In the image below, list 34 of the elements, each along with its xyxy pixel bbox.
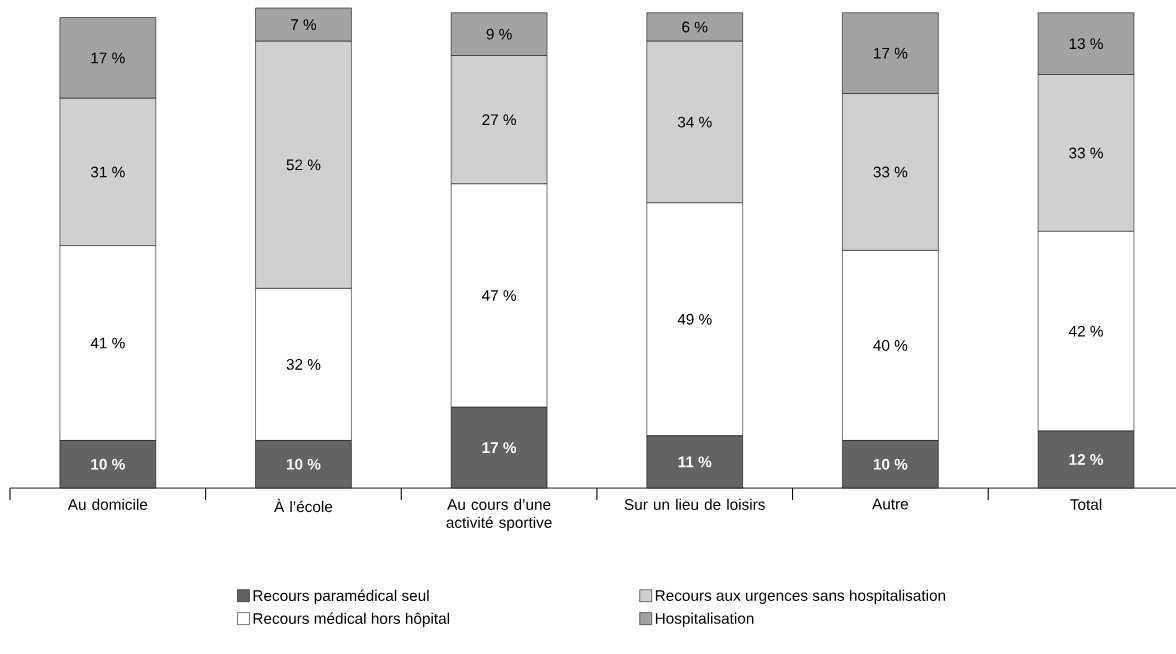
data-label: 10 % <box>91 458 125 470</box>
x-tick-label: Total <box>1070 498 1102 510</box>
data-label: 33 % <box>873 166 908 178</box>
data-label: 13 % <box>1069 38 1103 50</box>
data-label: 41 % <box>90 337 125 349</box>
data-label: 12 % <box>1069 454 1104 465</box>
data-label: 52 % <box>286 159 321 171</box>
data-label: 7 % <box>291 19 317 30</box>
legend-label: Recours aux urgences sans hospitalisation <box>655 589 946 604</box>
x-tick-label: À l’école <box>274 498 333 513</box>
data-label: 10 % <box>873 458 908 470</box>
x-tick-label: Autre <box>872 498 909 510</box>
data-label: 33 % <box>1069 147 1103 159</box>
data-label: 31 % <box>90 166 125 178</box>
data-label: 10 % <box>286 458 321 470</box>
x-tick-label: Sur un lieu de loisirs <box>624 498 765 510</box>
data-label: 17 % <box>91 52 125 64</box>
data-label: 17 % <box>482 442 517 454</box>
data-label: 6 % <box>682 21 708 33</box>
x-tick-label: Au domicile <box>67 498 148 510</box>
data-label: 40 % <box>873 340 908 351</box>
data-label: 11 % <box>678 456 712 468</box>
x-tick-label: Au cours d’une activité sportive <box>446 498 552 531</box>
data-label: 34 % <box>677 116 712 128</box>
legend-label: Hospitalisation <box>655 612 754 627</box>
legend-label: Recours paramédical seul <box>253 589 429 605</box>
data-label: 47 % <box>481 290 517 301</box>
data-label: 27 % <box>482 114 517 126</box>
data-label: 32 % <box>286 359 321 370</box>
data-label: 9 % <box>486 28 512 40</box>
legend-label: Recours médical hors hôpital <box>253 612 450 627</box>
data-label: 49 % <box>677 313 712 325</box>
data-label: 17 % <box>874 47 908 59</box>
data-label: 42 % <box>1068 325 1103 337</box>
